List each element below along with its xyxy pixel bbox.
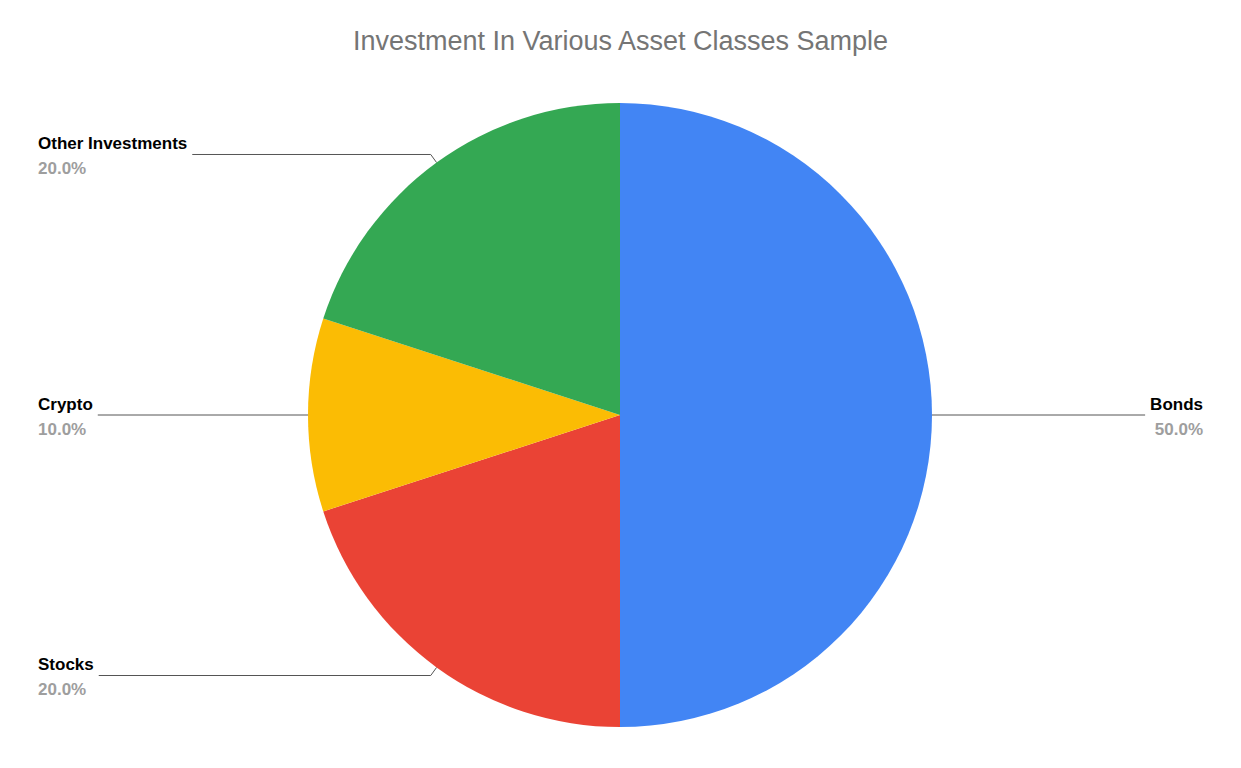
svg-text:Crypto: Crypto (38, 395, 93, 414)
svg-text:Other Investments: Other Investments (38, 134, 187, 153)
svg-text:20.0%: 20.0% (38, 680, 86, 699)
svg-text:Investment In Various Asset Cl: Investment In Various Asset Classes Samp… (353, 26, 888, 56)
svg-text:50.0%: 50.0% (1155, 420, 1203, 439)
svg-text:20.0%: 20.0% (38, 159, 86, 178)
svg-text:10.0%: 10.0% (38, 420, 86, 439)
svg-text:Stocks: Stocks (38, 655, 94, 674)
svg-text:Bonds: Bonds (1150, 395, 1203, 414)
